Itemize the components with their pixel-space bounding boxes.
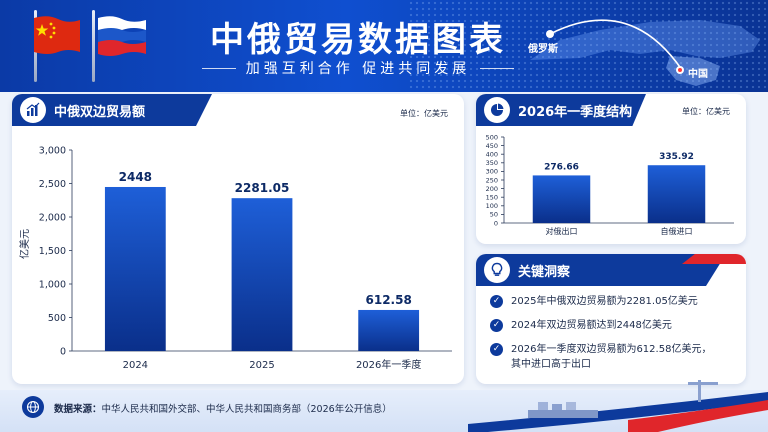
- page-subtitle: 加强互利合作 促进共同发展: [245, 61, 471, 77]
- y-tick-label: 500: [48, 313, 66, 324]
- flag-pole-russia: [92, 10, 95, 82]
- y-tick-label: 50: [490, 211, 498, 219]
- bar-value-label: 612.58: [366, 293, 412, 307]
- y-tick-label: 300: [486, 168, 498, 176]
- shipping-swoosh-decoration: [468, 380, 768, 432]
- x-category-label: 2024: [123, 360, 148, 371]
- subtitle-divider-left: [201, 67, 236, 69]
- check-icon: ✓: [490, 319, 503, 332]
- y-tick-label: 1,500: [39, 246, 66, 257]
- insight-text: 2025年中俄双边贸易额为2281.05亿美元: [511, 296, 698, 307]
- china-location-marker: [676, 66, 684, 74]
- q1-structure-panel-title: 2026年一季度结构: [518, 104, 633, 120]
- data-source-text: 中华人民共和国外交部、中华人民共和国商务部（2026年公开信息）: [101, 404, 392, 415]
- x-category-label: 对俄出口: [546, 226, 578, 236]
- insight-accent-stripe: [682, 254, 746, 264]
- page-title: 中俄贸易数据图表: [210, 20, 506, 60]
- y-tick-label: 2,500: [39, 179, 66, 190]
- y-tick-label: 100: [486, 202, 498, 210]
- y-tick-label: 150: [486, 193, 498, 201]
- y-tick-label: 0: [60, 346, 66, 357]
- bar-value-label: 2281.05: [235, 181, 290, 195]
- y-tick-label: 400: [486, 150, 498, 158]
- insight-item: ✓ 2025年中俄双边贸易额为2281.05亿美元: [490, 294, 721, 309]
- insight-panel-header: 关键洞察: [476, 254, 726, 286]
- bar: [647, 165, 706, 223]
- map-label-china: 中国: [688, 69, 708, 80]
- y-tick-label: 450: [486, 142, 498, 150]
- bilateral-trade-panel: 中俄双边贸易额 单位：亿美元 0 500 1,000 1,500 2,000 2,500 3…: [12, 94, 464, 384]
- y-tick-label: 250: [486, 176, 498, 184]
- subtitle-divider-right: [480, 67, 515, 69]
- bar: [104, 186, 166, 351]
- route-map: [530, 19, 760, 86]
- y-tick-label: 0: [494, 219, 498, 227]
- world-map-dots: [408, 0, 768, 92]
- bar-chart-icon: [20, 97, 46, 123]
- globe-icon: [22, 396, 44, 418]
- subtitle-row: 加强互利合作 促进共同发展: [190, 58, 526, 78]
- check-icon: ✓: [490, 343, 503, 356]
- pie-chart-icon: [484, 97, 510, 123]
- q1-structure-panel: 2026年一季度结构 单位：亿美元 0 50 100 150 200 250 300 350 4…: [476, 94, 746, 244]
- q1-structure-panel-header: 2026年一季度结构: [476, 94, 646, 126]
- bilateral-trade-panel-header: 中俄双边贸易额: [12, 94, 212, 126]
- bilateral-trade-chart: 0 500 1,000 1,500 2,000 2,500 3,000 2448 2024 228…: [18, 145, 452, 371]
- data-source-label: 数据来源：: [54, 404, 102, 415]
- x-category-label: 2025: [249, 360, 274, 371]
- insight-item: ✓ 2026年一季度双边贸易额为612.58亿美元，其中进口高于出口: [490, 342, 721, 372]
- y-tick-label: 200: [486, 185, 498, 193]
- china-flag-icon: [34, 16, 80, 54]
- insight-panel-title: 关键洞察: [518, 264, 571, 280]
- insight-item: ✓ 2024年双边贸易额达到2448亿美元: [490, 318, 721, 333]
- insight-text: 2024年双边贸易额达到2448亿美元: [511, 320, 672, 331]
- y-tick-label: 2,000: [39, 212, 66, 223]
- y-tick-label: 3,000: [39, 145, 66, 156]
- right-unit-label: 单位：亿美元: [682, 107, 730, 116]
- bar-value-label: 335.92: [659, 152, 694, 162]
- bar-value-label: 276.66: [544, 162, 579, 172]
- y-tick-label: 1,000: [39, 279, 66, 290]
- insight-panel: 关键洞察 ✓ 2025年中俄双边贸易额为2281.05亿美元 ✓ 2024年双边…: [476, 254, 746, 384]
- x-category-label: 2026年一季度: [356, 358, 421, 371]
- y-axis-title: 亿美元: [18, 229, 31, 259]
- russia-flag-icon: [98, 16, 146, 56]
- x-category-label: 自俄进口: [661, 226, 693, 236]
- bilateral-trade-panel-title: 中俄双边贸易额: [54, 104, 146, 120]
- check-icon: ✓: [490, 295, 503, 308]
- left-unit-label: 单位：亿美元: [400, 109, 448, 118]
- data-source: 数据来源：中华人民共和国外交部、中华人民共和国商务部（2026年公开信息）: [54, 401, 392, 415]
- bar: [231, 198, 293, 351]
- header-banner: 中俄贸易数据图表 加强互利合作 促进共同发展 俄罗斯 中国: [0, 0, 768, 92]
- bar: [532, 175, 591, 223]
- bar: [358, 309, 420, 351]
- y-tick-label: 350: [486, 159, 498, 167]
- y-tick-label: 500: [486, 133, 498, 141]
- lightbulb-icon: [484, 257, 510, 283]
- map-label-russia: 俄罗斯: [528, 44, 558, 55]
- bar-value-label: 2448: [119, 170, 152, 184]
- insight-text: 2026年一季度双边贸易额为612.58亿美元，其中进口高于出口: [511, 344, 712, 370]
